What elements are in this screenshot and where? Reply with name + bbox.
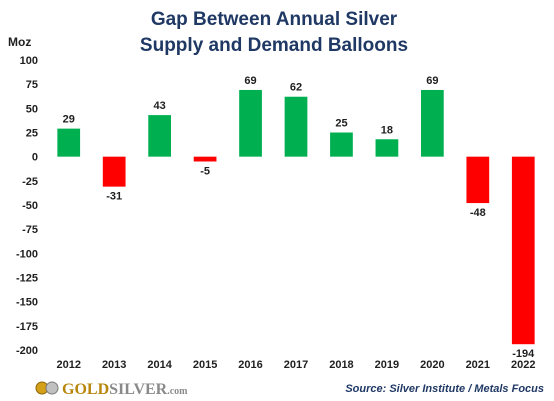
- data-label-2021: -48: [470, 207, 486, 219]
- x-tick-label: 2018: [329, 359, 353, 371]
- data-label-2018: 25: [335, 118, 347, 130]
- y-tick-label: -175: [16, 321, 38, 333]
- y-axis: 100 75 50 25 0 -25 -50 -75 -100 -125 -150 -175 -200: [16, 55, 38, 357]
- y-tick-label: -200: [16, 345, 38, 357]
- logo-silver-text: SILVER: [109, 381, 168, 398]
- x-tick-label: 2014: [147, 359, 172, 371]
- goldsilver-logo: GOLDSILVER.com: [35, 381, 188, 398]
- svg-text:GOLDSILVER.com: GOLDSILVER.com: [62, 381, 188, 398]
- y-tick-label: -75: [22, 224, 38, 236]
- x-tick-label: 2022: [511, 359, 535, 371]
- bar-2019: [375, 139, 399, 157]
- source-note: Source: Silver Institute / Metals Focus: [345, 383, 544, 395]
- data-label-2012: 29: [63, 114, 75, 126]
- bar-2015: [193, 156, 217, 162]
- y-tick-label: 50: [26, 103, 38, 115]
- bar-2016: [239, 89, 262, 157]
- data-label-2017: 62: [290, 82, 302, 94]
- chart-title-line-1: Gap Between Annual Silver: [151, 9, 398, 30]
- x-tick-label: 2012: [56, 359, 80, 371]
- y-axis-unit-label: Moz: [8, 35, 31, 49]
- x-tick-label: 2016: [238, 359, 262, 371]
- y-tick-label: 100: [20, 55, 38, 67]
- data-label-2020: 69: [426, 75, 438, 87]
- x-tick-label: 2019: [375, 359, 399, 371]
- y-tick-label: 75: [26, 79, 38, 91]
- x-tick-label: 2017: [284, 359, 308, 371]
- logo-gold-text: GOLD: [62, 381, 109, 398]
- data-label-2022: -194: [512, 348, 535, 360]
- logo-com-text: .com: [167, 386, 188, 397]
- x-tick-label: 2015: [193, 359, 217, 371]
- bar-series: [57, 89, 535, 345]
- x-tick-label: 2013: [102, 359, 126, 371]
- bar-2021: [466, 156, 490, 204]
- x-axis: 2012 2013 2014 2015 2016 2017 2018 2019 2020 2021…: [56, 359, 535, 371]
- y-tick-label: -125: [16, 273, 38, 285]
- y-tick-label: -25: [22, 176, 38, 188]
- y-tick-label: 0: [32, 152, 38, 164]
- data-label-2015: -5: [200, 166, 210, 178]
- silver-coin-icon: [45, 381, 59, 395]
- y-tick-label: -100: [16, 248, 38, 260]
- x-tick-label: 2021: [466, 359, 490, 371]
- bar-2022: [511, 156, 535, 345]
- data-label-2014: 43: [154, 100, 166, 112]
- bar-2012: [57, 128, 81, 157]
- bar-2014: [148, 115, 171, 157]
- y-tick-label: -50: [22, 200, 38, 212]
- x-tick-label: 2020: [420, 359, 444, 371]
- y-tick-label: -150: [16, 297, 38, 309]
- bar-2020: [421, 89, 444, 157]
- data-labels: 29 -31 43 -5 69 62 25 18 69 -48 -194: [63, 75, 536, 360]
- data-label-2016: 69: [244, 75, 256, 87]
- chart-title-line-2: Supply and Demand Balloons: [140, 35, 408, 56]
- data-label-2013: -31: [106, 191, 122, 203]
- y-tick-label: 25: [26, 128, 38, 140]
- bar-2018: [330, 132, 353, 157]
- bar-2013: [102, 156, 126, 187]
- data-label-2019: 18: [381, 124, 393, 136]
- bar-2017: [284, 96, 308, 157]
